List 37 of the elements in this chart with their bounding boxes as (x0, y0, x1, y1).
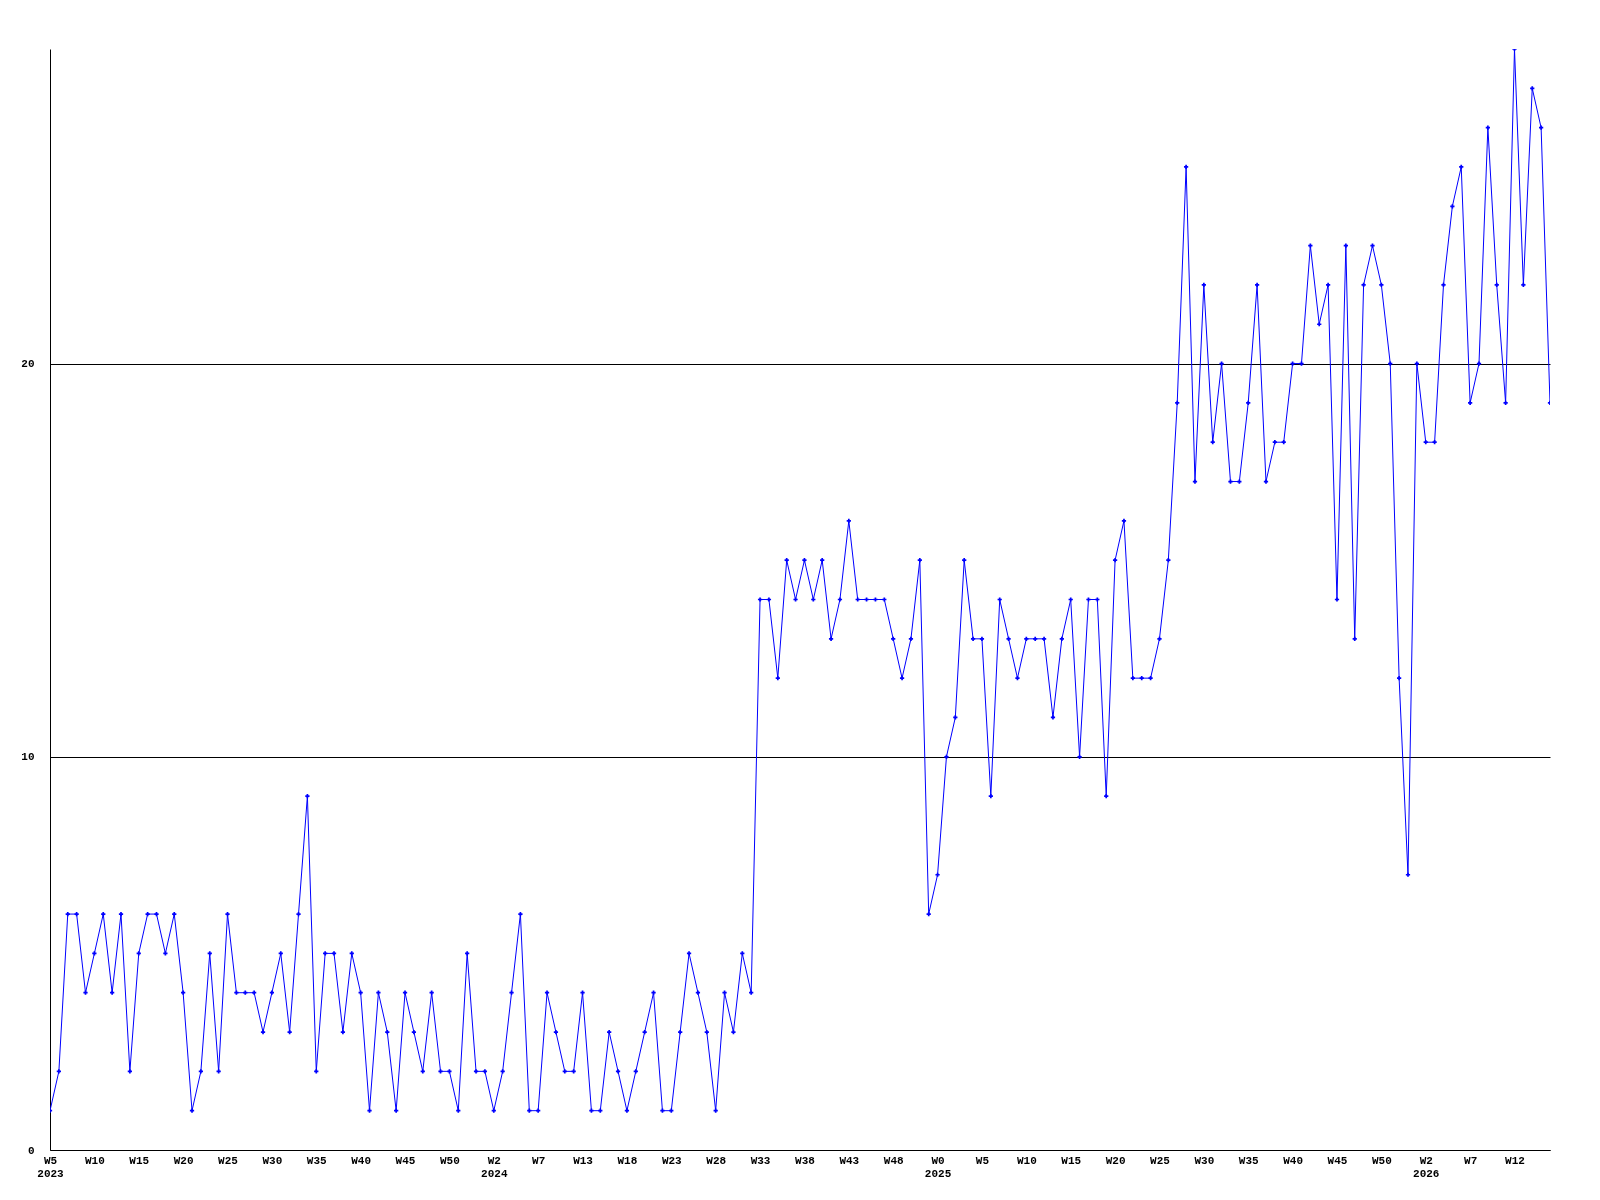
y-tick-label: 0 (27, 1144, 35, 1157)
x-tick-label: W20 (1105, 1154, 1126, 1167)
x-tick-label: W10 (84, 1154, 105, 1167)
x-tick-label: W7 (532, 1154, 546, 1167)
x-tick-label: W18 (617, 1154, 638, 1167)
x-tick-label: W20 (173, 1154, 194, 1167)
y-tick-label: 10 (21, 751, 35, 764)
x-tick-label: W25 (218, 1154, 239, 1167)
x-tick-label: W25 (1150, 1154, 1171, 1167)
x-tick-label: W35 (306, 1154, 328, 1167)
x-tick-label: W40 (351, 1154, 372, 1167)
x-tick-label: W45 (1327, 1154, 1348, 1167)
x-tick-label: W12 (1505, 1154, 1525, 1167)
x-tick-label: W30 (1194, 1154, 1215, 1167)
x-tick-label: W50 (1371, 1154, 1392, 1167)
x-tick-label: W0 2025 (924, 1154, 952, 1180)
x-tick-label: W30 (262, 1154, 283, 1167)
y-tick-label: 20 (21, 358, 35, 371)
x-tick-label: W13 (573, 1154, 594, 1167)
x-tick-label: W23 (661, 1154, 683, 1167)
x-tick-label: W43 (839, 1154, 860, 1167)
x-tick-label: W5 2023 (37, 1154, 65, 1180)
x-tick-label: W2 2026 (1413, 1154, 1440, 1180)
x-tick-label: W35 (1238, 1154, 1260, 1167)
x-tick-label: W7 (1464, 1154, 1478, 1167)
x-tick-label: W48 (883, 1154, 904, 1167)
x-tick-label: W2 2024 (481, 1154, 508, 1180)
x-tick-label: W5 (975, 1154, 990, 1167)
x-tick-label: W50 (440, 1154, 460, 1167)
x-tick-label: W45 (395, 1154, 416, 1167)
x-tick-label: W15 (1061, 1154, 1082, 1167)
x-tick-label: W10 (1016, 1154, 1037, 1167)
x-tick-label: W38 (795, 1154, 816, 1167)
x-tick-label: W28 (706, 1154, 727, 1167)
x-tick-label: W15 (129, 1154, 150, 1167)
x-tick-label: W40 (1283, 1154, 1304, 1167)
x-tick-label: W33 (750, 1154, 771, 1167)
